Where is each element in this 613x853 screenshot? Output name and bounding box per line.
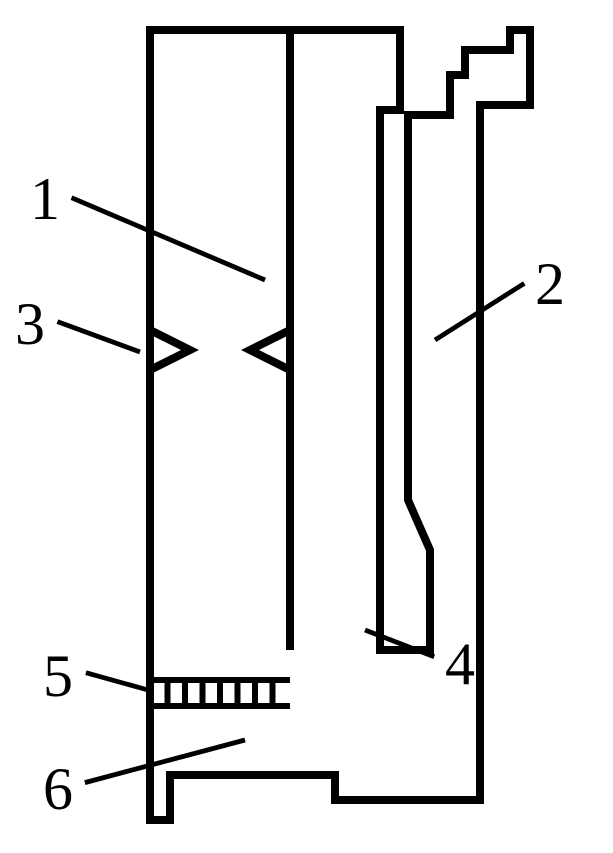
leader-5	[86, 673, 148, 690]
shapes-layer	[150, 30, 530, 820]
diagram-canvas: 1 2 3 4 5 6	[0, 0, 613, 853]
label-5: 5	[43, 643, 73, 709]
label-4: 4	[445, 631, 475, 697]
label-1: 1	[30, 166, 60, 232]
leader-1	[72, 198, 265, 280]
label-6: 6	[43, 756, 73, 822]
triangle-1	[150, 330, 190, 370]
leader-3	[57, 322, 140, 352]
vessel-outline	[150, 30, 530, 820]
triangle-2	[250, 330, 290, 370]
label-2: 2	[535, 251, 565, 317]
label-3: 3	[15, 291, 45, 357]
